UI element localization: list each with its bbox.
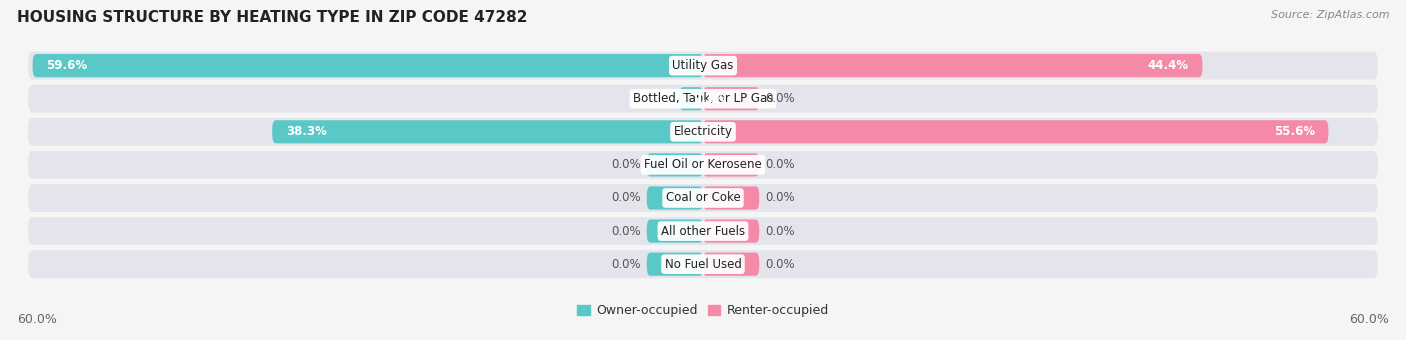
FancyBboxPatch shape — [273, 120, 703, 143]
Text: 0.0%: 0.0% — [612, 191, 641, 204]
FancyBboxPatch shape — [28, 184, 1378, 212]
FancyBboxPatch shape — [28, 52, 1378, 80]
Text: 0.0%: 0.0% — [612, 258, 641, 271]
Text: Fuel Oil or Kerosene: Fuel Oil or Kerosene — [644, 158, 762, 171]
Text: 0.0%: 0.0% — [765, 191, 794, 204]
Text: No Fuel Used: No Fuel Used — [665, 258, 741, 271]
Text: 59.6%: 59.6% — [46, 59, 87, 72]
Text: 0.0%: 0.0% — [765, 225, 794, 238]
FancyBboxPatch shape — [703, 253, 759, 276]
Text: All other Fuels: All other Fuels — [661, 225, 745, 238]
Text: 55.6%: 55.6% — [1274, 125, 1315, 138]
FancyBboxPatch shape — [703, 87, 759, 110]
Text: 0.0%: 0.0% — [612, 225, 641, 238]
Text: 2.1%: 2.1% — [693, 92, 725, 105]
FancyBboxPatch shape — [703, 220, 759, 243]
FancyBboxPatch shape — [703, 153, 759, 176]
FancyBboxPatch shape — [647, 220, 703, 243]
Legend: Owner-occupied, Renter-occupied: Owner-occupied, Renter-occupied — [572, 300, 834, 322]
FancyBboxPatch shape — [28, 85, 1378, 113]
Text: Bottled, Tank, or LP Gas: Bottled, Tank, or LP Gas — [633, 92, 773, 105]
FancyBboxPatch shape — [28, 118, 1378, 146]
Text: Utility Gas: Utility Gas — [672, 59, 734, 72]
FancyBboxPatch shape — [647, 153, 703, 176]
Text: 0.0%: 0.0% — [765, 92, 794, 105]
Text: 60.0%: 60.0% — [17, 313, 56, 326]
Text: 44.4%: 44.4% — [1147, 59, 1189, 72]
FancyBboxPatch shape — [28, 250, 1378, 278]
Text: 0.0%: 0.0% — [765, 258, 794, 271]
Text: Electricity: Electricity — [673, 125, 733, 138]
Text: 60.0%: 60.0% — [1350, 313, 1389, 326]
FancyBboxPatch shape — [703, 120, 1329, 143]
FancyBboxPatch shape — [703, 54, 1202, 77]
FancyBboxPatch shape — [28, 151, 1378, 179]
FancyBboxPatch shape — [647, 186, 703, 209]
FancyBboxPatch shape — [703, 186, 759, 209]
Text: 0.0%: 0.0% — [765, 158, 794, 171]
Text: 38.3%: 38.3% — [285, 125, 326, 138]
FancyBboxPatch shape — [32, 54, 703, 77]
Text: HOUSING STRUCTURE BY HEATING TYPE IN ZIP CODE 47282: HOUSING STRUCTURE BY HEATING TYPE IN ZIP… — [17, 10, 527, 25]
FancyBboxPatch shape — [679, 87, 703, 110]
FancyBboxPatch shape — [647, 253, 703, 276]
Text: 0.0%: 0.0% — [612, 158, 641, 171]
Text: Source: ZipAtlas.com: Source: ZipAtlas.com — [1271, 10, 1389, 20]
FancyBboxPatch shape — [28, 217, 1378, 245]
Text: Coal or Coke: Coal or Coke — [665, 191, 741, 204]
